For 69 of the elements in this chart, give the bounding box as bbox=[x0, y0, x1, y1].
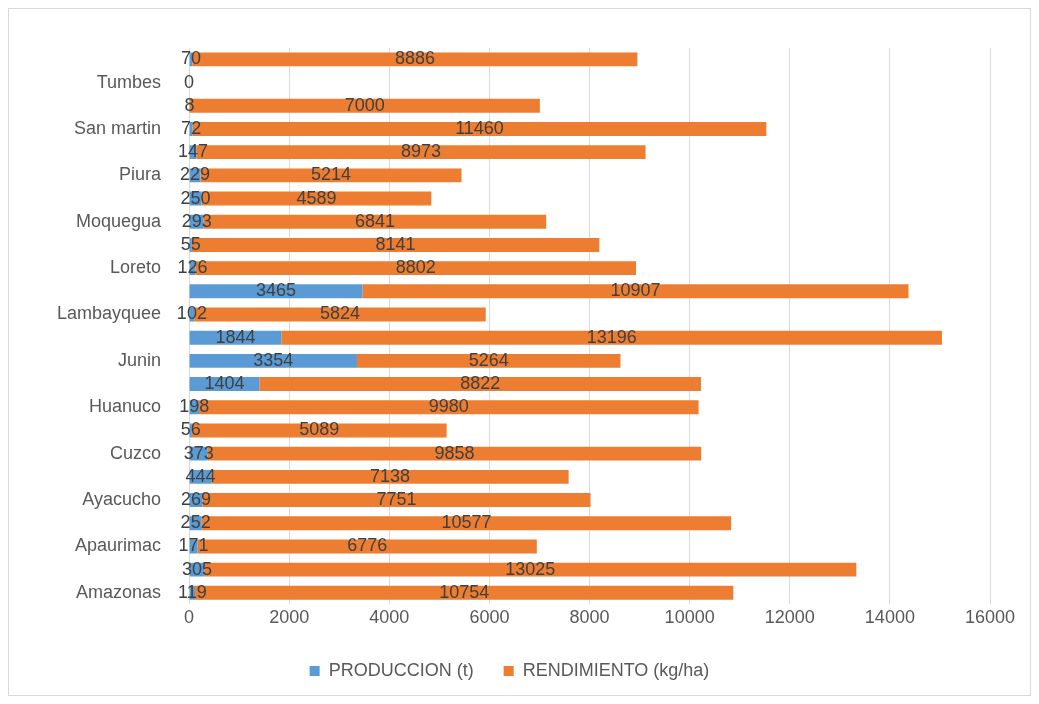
data-label: 55 bbox=[180, 233, 201, 254]
x-tick-label: 6000 bbox=[469, 607, 510, 628]
data-label: 9858 bbox=[434, 442, 475, 463]
data-label: 56 bbox=[180, 419, 201, 440]
y-tick-label: Junin bbox=[118, 349, 162, 370]
data-label: 10577 bbox=[441, 512, 492, 533]
y-tick-label: San martin bbox=[74, 117, 162, 138]
data-label: 8886 bbox=[394, 48, 436, 69]
data-label: 5264 bbox=[468, 349, 509, 370]
data-label: 7000 bbox=[344, 94, 385, 115]
data-label: 3465 bbox=[256, 280, 297, 301]
x-tick-label: 0 bbox=[184, 607, 195, 628]
bar bbox=[362, 284, 909, 299]
y-tick-label: Loreto bbox=[110, 257, 162, 278]
legend-label: RENDIMIENTO (kg/ha) bbox=[522, 659, 710, 680]
data-label: 7138 bbox=[369, 465, 410, 486]
data-label: 70 bbox=[181, 48, 202, 69]
data-label: 10907 bbox=[610, 280, 661, 301]
data-label: 13196 bbox=[586, 326, 637, 347]
data-label: 10754 bbox=[439, 581, 490, 602]
y-tick-label: Lambayquee bbox=[56, 303, 162, 324]
x-tick-label: 10000 bbox=[664, 607, 715, 628]
data-label: 119 bbox=[177, 581, 207, 602]
x-tick-label: 12000 bbox=[764, 607, 815, 628]
data-label: 171 bbox=[178, 535, 209, 556]
data-label: 13025 bbox=[505, 558, 556, 579]
data-label: 6841 bbox=[354, 210, 395, 231]
data-label: 250 bbox=[180, 187, 211, 208]
data-label: 9980 bbox=[428, 396, 469, 417]
data-label: 1844 bbox=[215, 326, 256, 347]
y-tick-label: Amazonas bbox=[76, 581, 162, 602]
data-label: 8802 bbox=[395, 257, 436, 278]
data-label: 6776 bbox=[347, 535, 388, 556]
bar bbox=[259, 377, 701, 392]
bar bbox=[356, 353, 621, 368]
legend-label: PRODUCCION (t) bbox=[328, 659, 474, 680]
data-label: 5089 bbox=[299, 419, 340, 440]
y-tick-label: Moquegua bbox=[76, 210, 163, 231]
y-tick-label: Cuzco bbox=[110, 442, 162, 463]
data-label: 147 bbox=[177, 141, 209, 162]
y-tick-label: Apaurimac bbox=[75, 535, 162, 556]
data-label: 229 bbox=[180, 164, 211, 185]
data-label: 1404 bbox=[204, 373, 245, 394]
data-label: 5214 bbox=[311, 164, 352, 185]
data-label: 269 bbox=[181, 489, 212, 510]
y-tick-label: Tumbes bbox=[96, 71, 162, 92]
x-tick-label: 16000 bbox=[964, 607, 1016, 628]
data-label: 198 bbox=[179, 396, 210, 417]
data-label: 8973 bbox=[401, 141, 442, 162]
x-tick-label: 2000 bbox=[269, 607, 310, 628]
data-label: 7751 bbox=[376, 489, 417, 510]
bar bbox=[281, 330, 942, 345]
y-tick-label: Huanuco bbox=[89, 396, 162, 417]
data-label: 4589 bbox=[296, 187, 337, 208]
data-label: 8141 bbox=[375, 233, 416, 254]
data-label: 102 bbox=[176, 303, 207, 324]
data-label: 126 bbox=[177, 257, 208, 278]
data-label: 72 bbox=[181, 117, 202, 138]
data-label: 252 bbox=[180, 512, 211, 533]
data-label: 0 bbox=[184, 71, 195, 92]
y-tick-label: Ayacucho bbox=[82, 489, 162, 510]
x-tick-label: 4000 bbox=[369, 607, 410, 628]
x-tick-label: 8000 bbox=[569, 607, 610, 628]
x-tick-label: 14000 bbox=[864, 607, 915, 628]
data-label: 8822 bbox=[460, 373, 501, 394]
data-label: 3354 bbox=[253, 349, 294, 370]
y-tick-label: Piura bbox=[119, 164, 163, 185]
data-label: 11460 bbox=[455, 117, 504, 138]
data-label: 5824 bbox=[319, 303, 360, 324]
